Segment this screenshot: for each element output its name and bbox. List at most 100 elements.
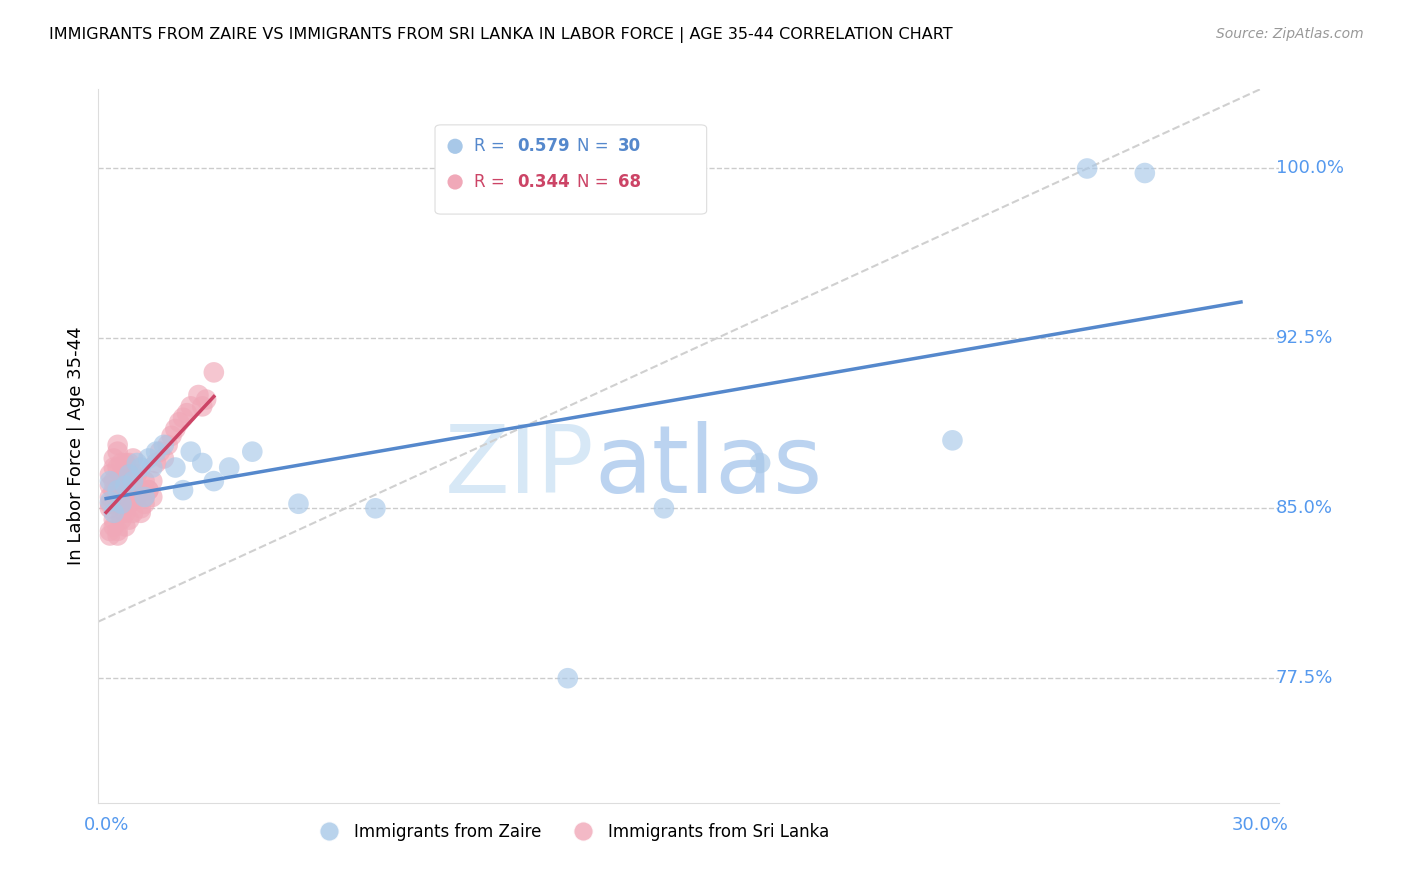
Point bbox=[107, 524, 129, 538]
Point bbox=[103, 513, 125, 527]
Text: R =: R = bbox=[474, 137, 510, 155]
Point bbox=[141, 474, 163, 488]
Text: 92.5%: 92.5% bbox=[1275, 329, 1333, 347]
Text: 0.579: 0.579 bbox=[517, 137, 571, 155]
Point bbox=[191, 456, 214, 470]
Point bbox=[118, 474, 141, 488]
Point bbox=[141, 460, 163, 475]
Point bbox=[129, 501, 152, 516]
Text: 30: 30 bbox=[619, 137, 641, 155]
Point bbox=[172, 483, 194, 498]
Point bbox=[160, 429, 183, 443]
Point bbox=[202, 365, 225, 379]
Point bbox=[114, 456, 136, 470]
Point bbox=[107, 438, 129, 452]
Point bbox=[134, 490, 156, 504]
Point bbox=[110, 456, 132, 470]
Point bbox=[138, 483, 160, 498]
Point bbox=[118, 456, 141, 470]
Point bbox=[110, 483, 132, 498]
Legend: Immigrants from Zaire, Immigrants from Sri Lanka: Immigrants from Zaire, Immigrants from S… bbox=[305, 817, 837, 848]
Point bbox=[118, 467, 141, 482]
Point bbox=[107, 483, 129, 498]
Point bbox=[129, 460, 152, 475]
Point bbox=[129, 506, 152, 520]
Point bbox=[172, 410, 194, 425]
Point bbox=[103, 483, 125, 498]
Point bbox=[114, 478, 136, 492]
Point bbox=[107, 528, 129, 542]
Point bbox=[149, 444, 172, 458]
Point bbox=[138, 451, 160, 466]
Point bbox=[122, 474, 145, 488]
Point bbox=[122, 506, 145, 520]
Text: 30.0%: 30.0% bbox=[1232, 816, 1289, 834]
Point bbox=[180, 400, 202, 414]
Point bbox=[749, 456, 772, 470]
Text: 85.0%: 85.0% bbox=[1275, 500, 1333, 517]
Point bbox=[652, 501, 675, 516]
Point bbox=[202, 474, 225, 488]
Point bbox=[125, 490, 148, 504]
Point bbox=[114, 467, 136, 482]
Text: 68: 68 bbox=[619, 173, 641, 191]
Point bbox=[122, 490, 145, 504]
Point bbox=[110, 497, 132, 511]
Point bbox=[98, 528, 121, 542]
Point bbox=[165, 422, 187, 436]
Point bbox=[156, 438, 179, 452]
Point bbox=[98, 494, 121, 508]
Text: 100.0%: 100.0% bbox=[1275, 160, 1344, 178]
Point bbox=[114, 506, 136, 520]
Text: N =: N = bbox=[576, 173, 613, 191]
Point bbox=[141, 490, 163, 504]
Point bbox=[125, 483, 148, 498]
Point bbox=[557, 671, 579, 685]
Point bbox=[103, 474, 125, 488]
Point bbox=[167, 415, 190, 429]
Point bbox=[118, 513, 141, 527]
Point bbox=[165, 460, 187, 475]
Point bbox=[107, 460, 129, 475]
Point bbox=[114, 519, 136, 533]
Point bbox=[195, 392, 218, 407]
Point bbox=[191, 400, 214, 414]
Point bbox=[125, 456, 148, 470]
Point bbox=[107, 490, 129, 504]
Text: N =: N = bbox=[576, 137, 613, 155]
Point bbox=[98, 474, 121, 488]
Point bbox=[110, 506, 132, 520]
Point bbox=[1133, 166, 1156, 180]
Point bbox=[122, 467, 145, 482]
Point bbox=[98, 501, 121, 516]
Point bbox=[134, 497, 156, 511]
Point bbox=[110, 497, 132, 511]
Point bbox=[114, 490, 136, 504]
Point bbox=[103, 451, 125, 466]
Text: 0.344: 0.344 bbox=[517, 173, 571, 191]
Point bbox=[118, 497, 141, 511]
Point bbox=[118, 483, 141, 498]
Text: ZIP: ZIP bbox=[444, 421, 595, 514]
Point bbox=[98, 478, 121, 492]
FancyBboxPatch shape bbox=[434, 125, 707, 214]
Point bbox=[98, 467, 121, 482]
Text: atlas: atlas bbox=[595, 421, 823, 514]
Point bbox=[103, 506, 125, 520]
Point bbox=[103, 460, 125, 475]
Point bbox=[153, 451, 176, 466]
Point bbox=[98, 524, 121, 538]
Point bbox=[125, 467, 148, 482]
Point bbox=[110, 513, 132, 527]
Point bbox=[129, 483, 152, 498]
Point bbox=[1257, 456, 1279, 470]
Text: IMMIGRANTS FROM ZAIRE VS IMMIGRANTS FROM SRI LANKA IN LABOR FORCE | AGE 35-44 CO: IMMIGRANTS FROM ZAIRE VS IMMIGRANTS FROM… bbox=[49, 27, 953, 43]
Point bbox=[941, 434, 963, 448]
Point bbox=[114, 478, 136, 492]
Point bbox=[138, 483, 160, 498]
Point bbox=[103, 519, 125, 533]
Point bbox=[218, 460, 240, 475]
Point bbox=[122, 451, 145, 466]
Point bbox=[145, 444, 167, 458]
Point bbox=[1257, 343, 1279, 357]
